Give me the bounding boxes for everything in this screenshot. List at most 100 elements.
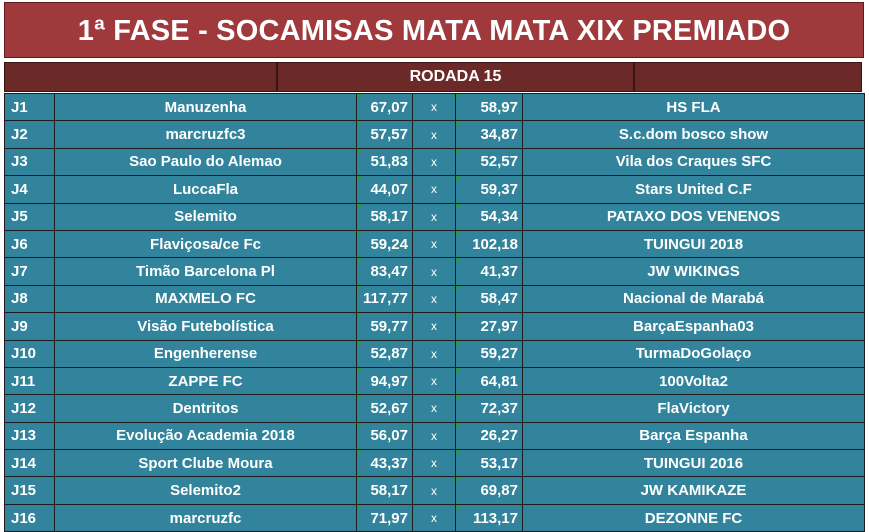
away-score-cell: 64,81 <box>455 366 523 396</box>
match-code-cell: J2 <box>4 120 55 149</box>
home-score-cell: 56,07 <box>356 421 413 451</box>
away-team-cell: TUINGUI 2016 <box>522 449 865 478</box>
away-score-cell: 41,37 <box>455 257 523 286</box>
away-team-cell: Barça Espanha <box>522 421 865 451</box>
table-row: J4 LuccaFla 44,07 x 59,37 Stars United C.F <box>4 175 865 204</box>
away-score-cell: 53,17 <box>455 449 523 478</box>
home-team-cell: Manuzenha <box>54 92 357 122</box>
away-score-cell: 34,87 <box>455 120 523 149</box>
away-score-cell: 102,18 <box>455 229 523 259</box>
home-team-cell: Engenherense <box>54 339 357 368</box>
home-team-cell: Selemito <box>54 202 357 231</box>
away-score-cell: 59,27 <box>455 339 523 368</box>
match-code-cell: J11 <box>4 366 55 396</box>
away-team-cell: PATAXO DOS VENENOS <box>522 202 865 231</box>
away-team-cell: JW WIKINGS <box>522 257 865 286</box>
match-code-cell: J12 <box>4 394 55 423</box>
away-score-cell: 59,37 <box>455 175 523 204</box>
home-score-cell: 58,17 <box>356 476 413 505</box>
match-code-cell: J16 <box>4 503 55 532</box>
match-code-cell: J6 <box>4 229 55 259</box>
page-title: 1ª FASE - SOCAMISAS MATA MATA XIX PREMIA… <box>4 2 864 58</box>
home-team-cell: Timão Barcelona Pl <box>54 257 357 286</box>
match-code-cell: J13 <box>4 421 55 451</box>
match-code-cell: J4 <box>4 175 55 204</box>
home-team-cell: Visão Futebolística <box>54 312 357 341</box>
home-score-cell: 57,57 <box>356 120 413 149</box>
home-team-cell: Dentritos <box>54 394 357 423</box>
away-score-cell: 54,34 <box>455 202 523 231</box>
match-code-cell: J5 <box>4 202 55 231</box>
away-team-cell: 100Volta2 <box>522 366 865 396</box>
table-row: J13 Evolução Academia 2018 56,07 x 26,27 Barç… <box>4 421 865 451</box>
home-score-cell: 44,07 <box>356 175 413 204</box>
round-header: RODADA 15 <box>4 62 864 92</box>
versus-cell: x <box>412 503 456 532</box>
table-row: J16 marcruzfc 71,97 x 113,17 DEZONNE FC <box>4 503 865 532</box>
table-row: J15 Selemito2 58,17 x 69,87 JW KAMIKAZE <box>4 476 865 505</box>
versus-cell: x <box>412 449 456 478</box>
home-score-cell: 52,87 <box>356 339 413 368</box>
versus-cell: x <box>412 366 456 396</box>
away-score-cell: 58,97 <box>455 92 523 122</box>
home-score-cell: 83,47 <box>356 257 413 286</box>
table-row: J8 MAXMELO FC 117,77 x 58,47 Nacional de Mara… <box>4 284 865 314</box>
table-row: J7 Timão Barcelona Pl 83,47 x 41,37 JW WIKING… <box>4 257 865 286</box>
match-code-cell: J10 <box>4 339 55 368</box>
versus-cell: x <box>412 229 456 259</box>
match-code-cell: J15 <box>4 476 55 505</box>
spreadsheet: 1ª FASE - SOCAMISAS MATA MATA XIX PREMIA… <box>4 2 865 532</box>
versus-cell: x <box>412 394 456 423</box>
home-team-cell: Flaviçosa/ce Fc <box>54 229 357 259</box>
versus-cell: x <box>412 120 456 149</box>
home-team-cell: marcruzfc3 <box>54 120 357 149</box>
versus-cell: x <box>412 312 456 341</box>
home-score-cell: 94,97 <box>356 366 413 396</box>
table-row: J10 Engenherense 52,87 x 59,27 TurmaDoGolaço <box>4 339 865 368</box>
versus-cell: x <box>412 257 456 286</box>
away-team-cell: S.c.dom bosco show <box>522 120 865 149</box>
home-score-cell: 117,77 <box>356 284 413 314</box>
versus-cell: x <box>412 476 456 505</box>
home-team-cell: ZAPPE FC <box>54 366 357 396</box>
versus-cell: x <box>412 202 456 231</box>
table-row: J6 Flaviçosa/ce Fc 59,24 x 102,18 TUINGUI 201… <box>4 229 865 259</box>
home-score-cell: 43,37 <box>356 449 413 478</box>
away-team-cell: Nacional de Marabá <box>522 284 865 314</box>
versus-cell: x <box>412 175 456 204</box>
home-score-cell: 67,07 <box>356 92 413 122</box>
away-team-cell: JW KAMIKAZE <box>522 476 865 505</box>
away-score-cell: 72,37 <box>455 394 523 423</box>
away-team-cell: DEZONNE FC <box>522 503 865 532</box>
table-row: J5 Selemito 58,17 x 54,34 PATAXO DOS VENENOS <box>4 202 865 231</box>
home-score-cell: 59,77 <box>356 312 413 341</box>
away-team-cell: Stars United C.F <box>522 175 865 204</box>
home-score-cell: 52,67 <box>356 394 413 423</box>
round-label: RODADA 15 <box>277 62 634 92</box>
table-row: J14 Sport Clube Moura 43,37 x 53,17 TUINGUI 2… <box>4 449 865 478</box>
match-code-cell: J3 <box>4 147 55 177</box>
home-score-cell: 51,83 <box>356 147 413 177</box>
home-team-cell: LuccaFla <box>54 175 357 204</box>
round-header-right-cell <box>634 62 862 92</box>
table-row: J11 ZAPPE FC 94,97 x 64,81 100Volta2 <box>4 366 865 396</box>
away-score-cell: 52,57 <box>455 147 523 177</box>
match-code-cell: J7 <box>4 257 55 286</box>
home-team-cell: Evolução Academia 2018 <box>54 421 357 451</box>
away-score-cell: 26,27 <box>455 421 523 451</box>
table-row: J1 Manuzenha 67,07 x 58,97 HS FLA <box>4 92 865 122</box>
versus-cell: x <box>412 92 456 122</box>
match-code-cell: J1 <box>4 92 55 122</box>
versus-cell: x <box>412 147 456 177</box>
table-row: J9 Visão Futebolística 59,77 x 27,97 BarçaEsp… <box>4 312 865 341</box>
home-team-cell: marcruzfc <box>54 503 357 532</box>
versus-cell: x <box>412 284 456 314</box>
table-row: J12 Dentritos 52,67 x 72,37 FlaVictory <box>4 394 865 423</box>
matches-table: J1 Manuzenha 67,07 x 58,97 HS FLA J2 marcruzfc3… <box>4 92 865 532</box>
match-code-cell: J14 <box>4 449 55 478</box>
away-score-cell: 69,87 <box>455 476 523 505</box>
versus-cell: x <box>412 339 456 368</box>
away-team-cell: Vila dos Craques SFC <box>522 147 865 177</box>
away-team-cell: TUINGUI 2018 <box>522 229 865 259</box>
home-score-cell: 71,97 <box>356 503 413 532</box>
